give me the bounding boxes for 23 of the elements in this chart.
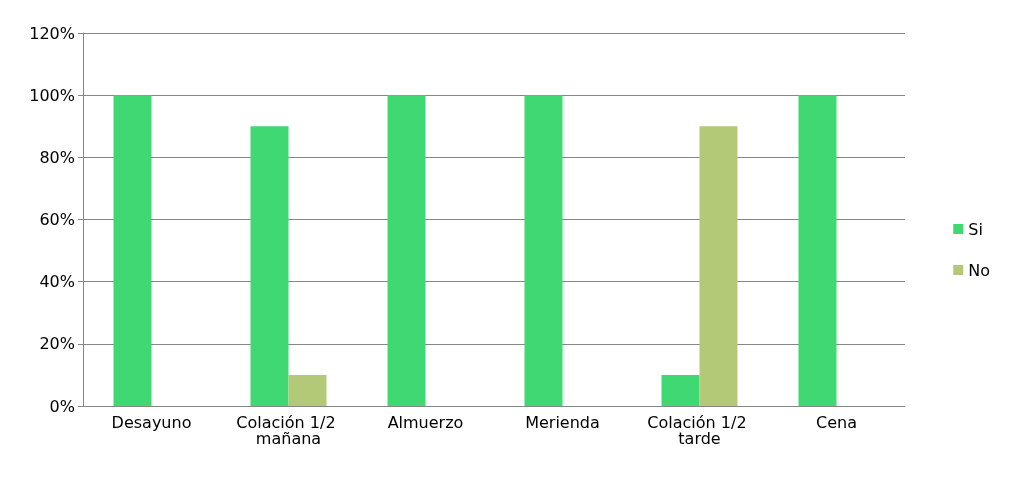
y-tick-label: 120% (29, 23, 75, 43)
bar (288, 374, 327, 406)
bar (387, 95, 426, 406)
y-tick-label: 80% (39, 147, 75, 167)
x-tick-label: Cena (816, 412, 857, 432)
legend-label: Si (968, 219, 983, 239)
x-tick-label: Desayuno (111, 412, 192, 432)
bar (699, 126, 738, 406)
x-tick-label: Merienda (525, 412, 600, 432)
y-tick-label: 100% (29, 85, 75, 105)
x-tick-label: Colación 1/2 tarde (647, 412, 752, 448)
y-tick-label: 0% (49, 396, 75, 416)
bar (798, 95, 837, 406)
x-tick-label: Colación 1/2 mañana (236, 412, 341, 448)
bar (113, 95, 152, 406)
bar (524, 95, 563, 406)
y-tick-label: 20% (39, 334, 75, 354)
legend-label: No (968, 260, 991, 280)
x-tick-label: Almuerzo (387, 412, 464, 432)
bar (661, 374, 700, 406)
bar (250, 126, 289, 406)
y-tick-label: 60% (39, 210, 75, 229)
y-tick-label: 40% (39, 272, 75, 292)
